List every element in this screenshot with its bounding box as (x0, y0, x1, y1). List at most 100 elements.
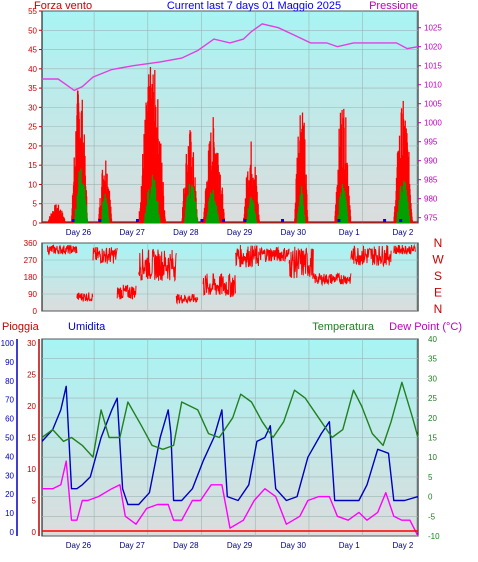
temperature-tick-label: 20 (428, 414, 437, 423)
rain-tick-label: 80 (5, 377, 14, 386)
pressure-tick-label: 1000 (424, 119, 442, 128)
day-tick-label: Day 30 (281, 228, 307, 237)
gust-dot (98, 219, 102, 222)
pressure-tick-label: 1010 (424, 81, 442, 90)
wind-tick-label: 25 (28, 123, 37, 132)
day-tick-label: Day 2 (392, 228, 413, 237)
direction-tick-label: 180 (24, 273, 38, 282)
humidity-tick-label: 0 (32, 528, 37, 537)
rain-tick-label: 10 (5, 509, 14, 518)
pressure-tick-label: 975 (424, 214, 438, 223)
temp-humidity-grid (42, 338, 418, 537)
direction-trace (202, 273, 236, 298)
wind-tick-label: 5 (33, 200, 38, 209)
temperature-axis-title: Temperatura (312, 321, 375, 333)
direction-trace (138, 248, 177, 283)
day-tick-label: Day 29 (227, 541, 253, 550)
wind-tick-label: 30 (28, 103, 37, 112)
direction-tick-label: 270 (24, 256, 38, 265)
direction-trace (350, 244, 392, 268)
direction-tick-label: 0 (33, 307, 38, 316)
temperature-tick-label: 25 (428, 394, 437, 403)
wind-tick-label: 45 (28, 46, 37, 55)
series-line (42, 460, 419, 537)
rain-tick-label: 90 (5, 358, 14, 367)
direction-trace (234, 244, 260, 268)
day-tick-label: Day 28 (173, 541, 199, 550)
gust-dot (399, 219, 403, 222)
humidity-tick-label: 15 (27, 434, 36, 443)
pressure-lines (42, 23, 419, 92)
wind-pressure-grid (42, 10, 418, 224)
rain-tick-label: 20 (5, 490, 14, 499)
rain-tick-label: 60 (5, 415, 14, 424)
wind-pressure-axis-labels: 0510152025303540455055975980985990995100… (28, 7, 442, 237)
temperature-tick-label: 35 (428, 355, 437, 364)
compass-label: S (434, 269, 442, 283)
temperature-tick-label: 5 (428, 473, 433, 482)
gust-dot (383, 219, 387, 222)
day-tick-label: Day 1 (339, 541, 360, 550)
pressure-axis-title: Pressione (369, 0, 418, 12)
humidity-tick-label: 5 (32, 497, 37, 506)
temperature-tick-label: 30 (428, 374, 437, 383)
series-line (41, 381, 419, 458)
rain-tick-label: 70 (5, 396, 14, 405)
gust-dot (71, 219, 75, 222)
temp-humidity-lines (41, 381, 419, 537)
direction-trace (393, 243, 416, 255)
direction-trace (76, 292, 94, 302)
humidity-tick-label: 10 (27, 465, 36, 474)
compass-label: N (434, 236, 443, 250)
wind-tick-label: 40 (28, 65, 37, 74)
gust-dot (200, 219, 204, 222)
day-tick-label: Day 2 (392, 541, 413, 550)
series-line (41, 385, 419, 506)
chart-title: Current last 7 days 01 Maggio 2025 (167, 0, 341, 12)
wind-tick-label: 10 (28, 180, 37, 189)
wind-tick-label: 0 (33, 219, 38, 228)
wind-tick-label: 15 (28, 161, 37, 170)
rain-tick-label: 30 (5, 471, 14, 480)
rain-tick-label: 40 (5, 452, 14, 461)
humidity-axis-title: Umidita (68, 321, 106, 333)
wind-tick-label: 55 (28, 7, 37, 16)
pressure-tick-label: 995 (424, 138, 438, 147)
direction-trace (259, 246, 290, 262)
rain-axis-title: Pioggia (2, 321, 40, 333)
day-tick-label: Day 27 (119, 228, 145, 237)
gust-dot (337, 219, 341, 222)
direction-trace (92, 246, 118, 265)
pressure-tick-label: 980 (424, 195, 438, 204)
pressure-tick-label: 990 (424, 157, 438, 166)
compass-label: E (434, 286, 442, 300)
direction-trace (312, 272, 352, 287)
wind-direction-marks (46, 243, 416, 305)
rain-tick-label: 0 (10, 528, 15, 537)
compass-label: N (434, 302, 443, 316)
day-tick-label: Day 30 (281, 541, 307, 550)
day-tick-label: Day 26 (66, 228, 92, 237)
compass-label: W (432, 253, 444, 267)
direction-trace (116, 284, 137, 300)
temperature-tick-label: 15 (428, 434, 437, 443)
day-tick-label: Day 27 (119, 541, 145, 550)
dewpoint-axis-title: Dew Point (°C) (389, 321, 462, 333)
wind-axis-title: Forza vento (34, 0, 92, 12)
humidity-tick-label: 25 (27, 371, 36, 380)
gust-dot (281, 219, 285, 222)
rain-tick-label: 50 (5, 434, 14, 443)
direction-trace (46, 244, 78, 256)
direction-trace (288, 246, 314, 279)
pressure-line (42, 23, 419, 92)
temperature-tick-label: -5 (428, 512, 436, 521)
direction-tick-label: 90 (28, 290, 37, 299)
direction-trace (175, 293, 199, 305)
pressure-tick-label: 1015 (424, 62, 442, 71)
temperature-tick-label: 0 (428, 493, 433, 502)
humidity-tick-label: 30 (27, 339, 36, 348)
day-tick-label: Day 26 (66, 541, 92, 550)
pressure-tick-label: 1020 (424, 43, 442, 52)
